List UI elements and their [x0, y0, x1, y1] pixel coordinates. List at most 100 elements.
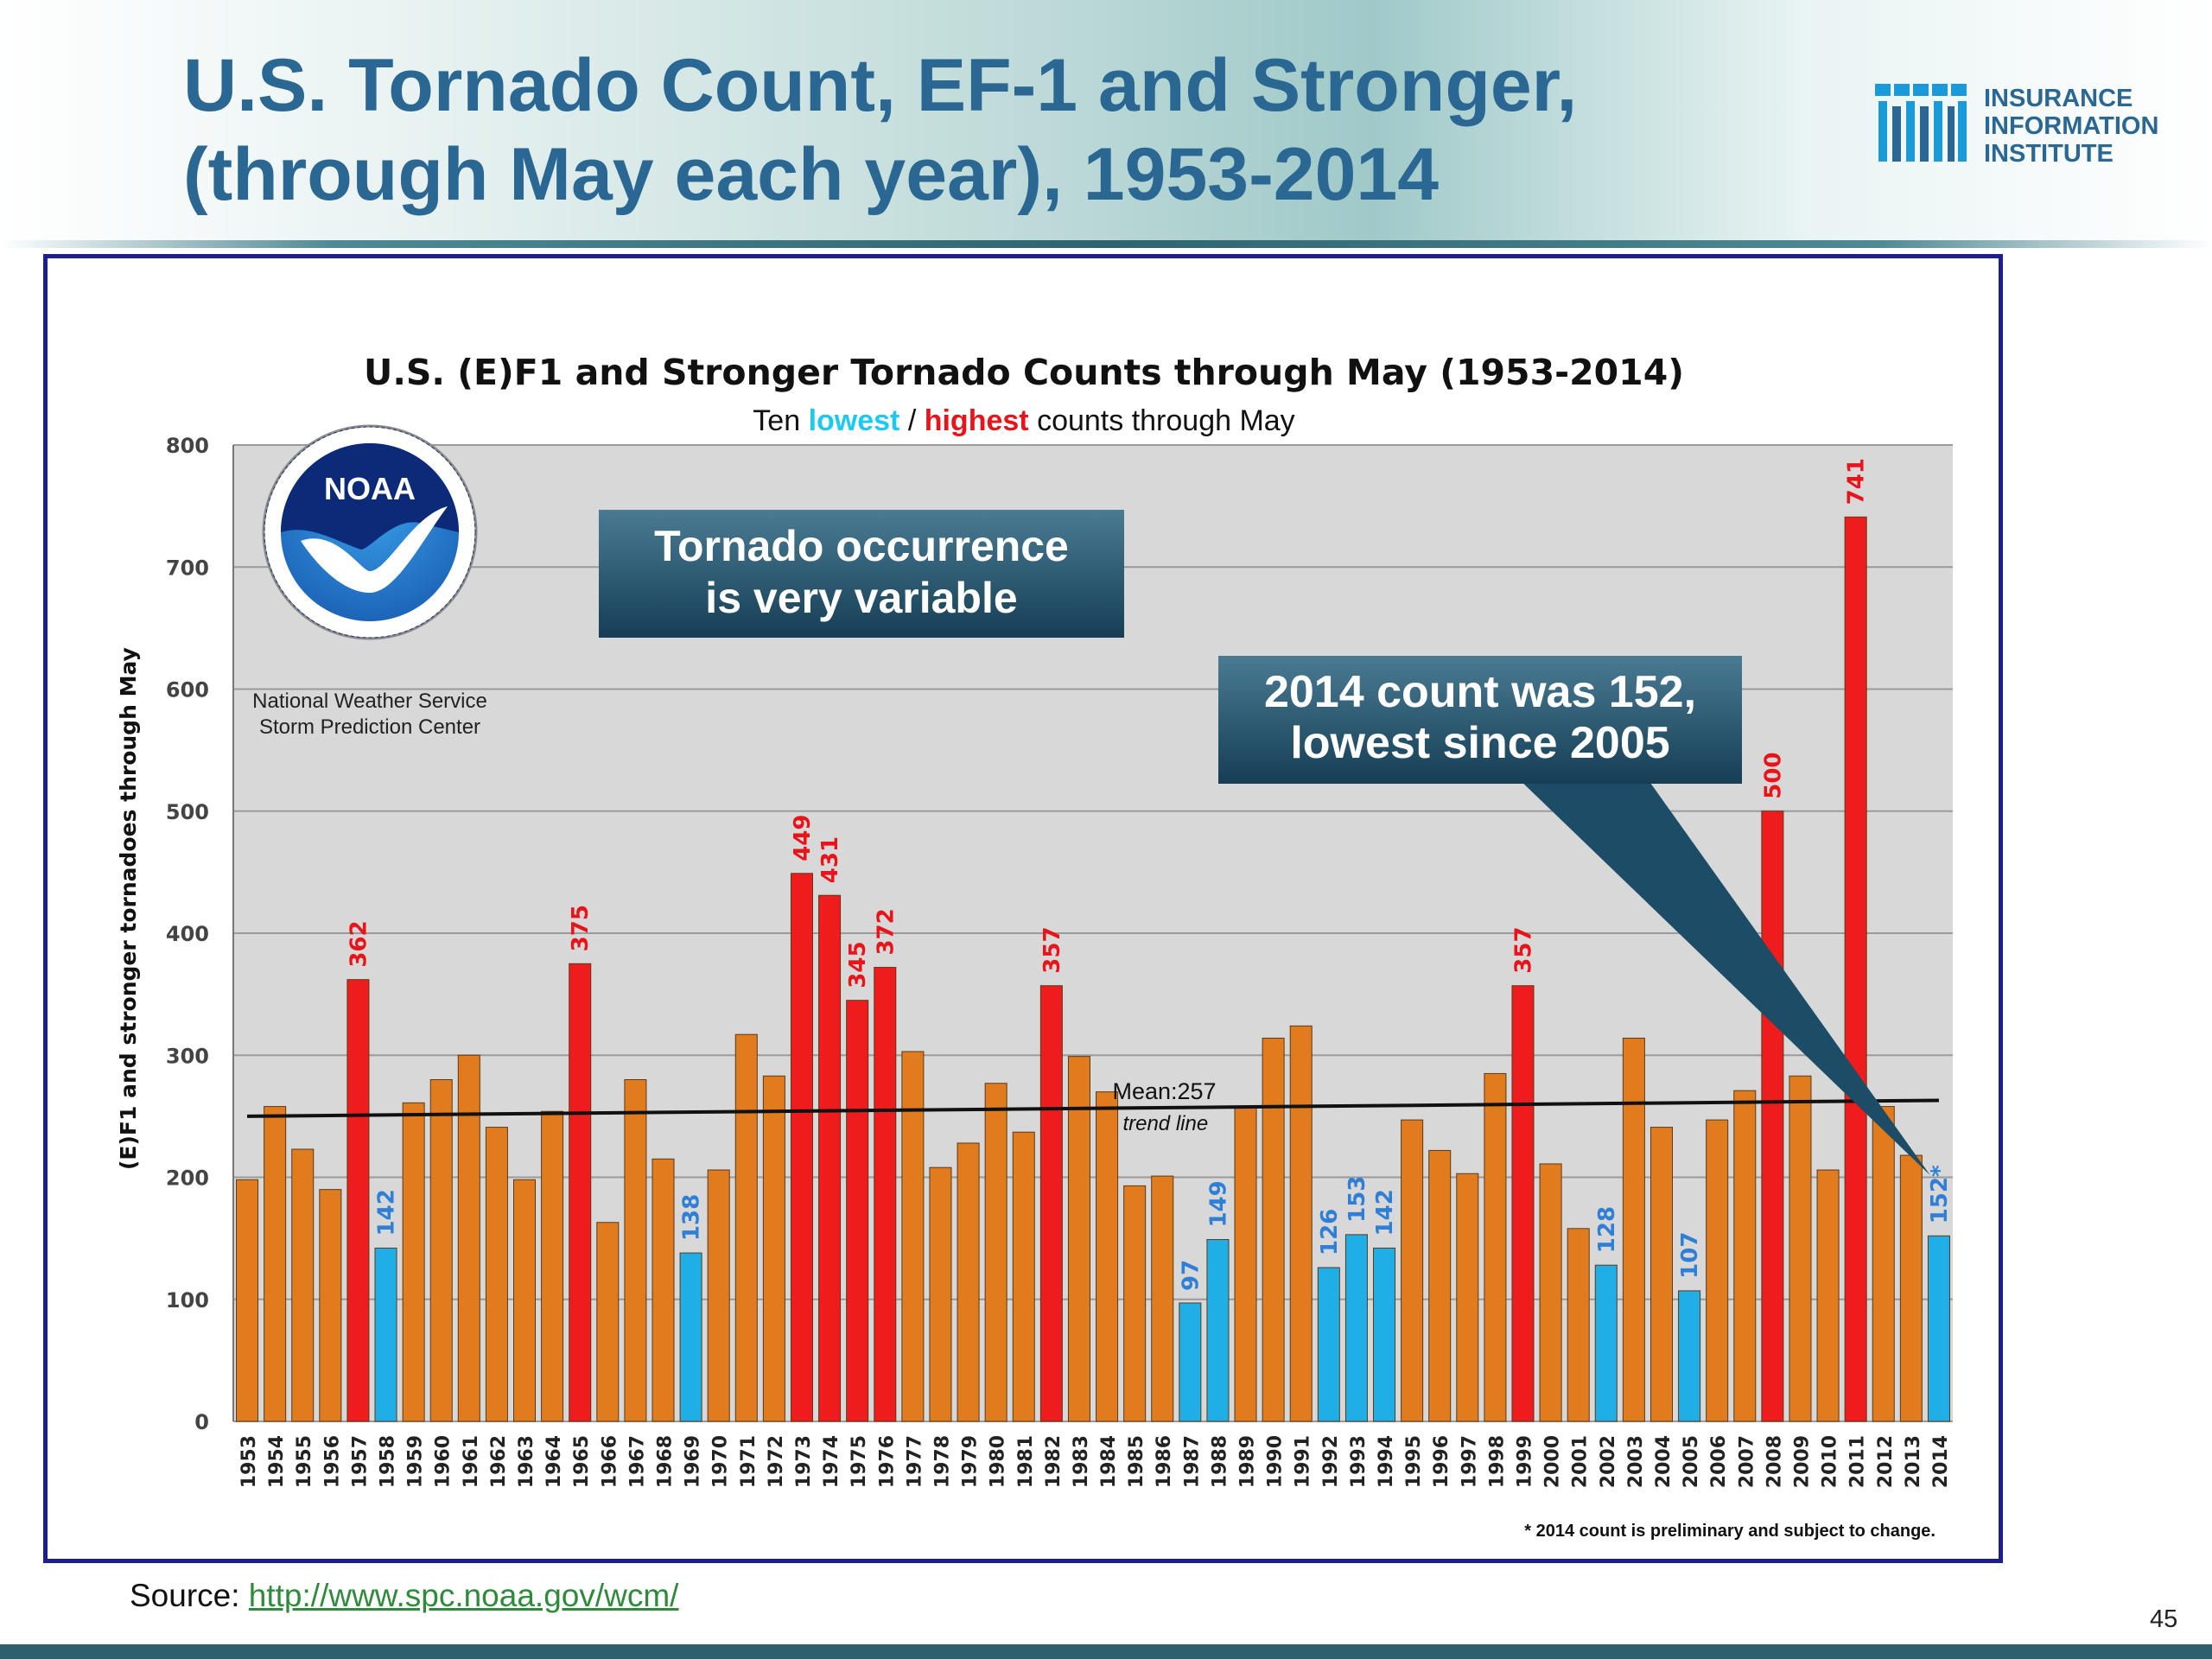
x-tick-label: 1969 — [683, 1435, 704, 1488]
value-label-1973: 449 — [790, 815, 816, 861]
x-tick-label: 1958 — [378, 1435, 399, 1488]
value-label-1957: 362 — [346, 920, 372, 967]
x-tick-label: 1971 — [738, 1435, 760, 1488]
bar-2004 — [1650, 1128, 1672, 1421]
x-tick-label: 2003 — [1625, 1435, 1647, 1488]
y-axis-label: (E)F1 and stronger tornadoes through May — [116, 647, 141, 1170]
x-tick-label: 2005 — [1681, 1435, 1702, 1488]
bar-1991 — [1290, 1026, 1312, 1421]
bar-1998 — [1484, 1073, 1506, 1421]
bar-1977 — [902, 1052, 924, 1421]
bar-1969 — [680, 1253, 702, 1421]
page-number: 45 — [2150, 1605, 2177, 1634]
bar-1964 — [542, 1111, 563, 1421]
bar-1979 — [957, 1143, 979, 1421]
bar-2005 — [1679, 1291, 1700, 1421]
y-tick-label: 800 — [166, 434, 209, 458]
x-tick-label: 1973 — [793, 1435, 815, 1488]
source-line: Source: http://www.spc.noaa.gov/wcm/ — [130, 1578, 678, 1614]
x-tick-label: 1980 — [988, 1435, 1009, 1488]
bar-1968 — [652, 1159, 674, 1421]
x-tick-label: 1968 — [655, 1435, 677, 1488]
bar-1986 — [1152, 1176, 1173, 1421]
iii-logo-text: INSURANCE INFORMATION INSTITUTE — [1984, 85, 2158, 168]
bar-1983 — [1068, 1057, 1090, 1421]
bar-1981 — [1013, 1132, 1034, 1421]
bar-1956 — [320, 1190, 341, 1421]
y-tick-label: 400 — [166, 922, 209, 946]
svg-text:NOAA: NOAA — [324, 471, 416, 506]
trend-label-caption: trend line — [1122, 1112, 1208, 1135]
bar-1973 — [791, 874, 812, 1421]
value-label-1982: 357 — [1039, 926, 1065, 973]
bar-1961 — [458, 1055, 480, 1421]
logo-line: INSURANCE — [1984, 85, 2158, 112]
bar-1993 — [1345, 1235, 1367, 1421]
value-label-1987: 97 — [1178, 1260, 1204, 1291]
value-label-2011: 741 — [1844, 458, 1870, 505]
bar-1972 — [763, 1076, 785, 1421]
x-tick-label: 2011 — [1847, 1435, 1869, 1488]
noaa-line-1: National Weather Service — [252, 690, 487, 713]
x-tick-label: 1995 — [1403, 1435, 1425, 1488]
x-tick-label: 1986 — [1154, 1435, 1175, 1488]
x-tick-label: 1957 — [349, 1435, 371, 1488]
y-tick-label: 300 — [166, 1044, 209, 1068]
value-label-2002: 128 — [1594, 1206, 1620, 1253]
value-label-2008: 500 — [1760, 752, 1786, 798]
bar-2012 — [1872, 1107, 1894, 1421]
value-label-1958: 142 — [374, 1189, 400, 1236]
x-tick-label: 1977 — [904, 1435, 925, 1488]
value-label-2005: 107 — [1677, 1232, 1703, 1279]
bar-2000 — [1540, 1164, 1561, 1421]
chart-title: U.S. (E)F1 and Stronger Tornado Counts t… — [364, 352, 1684, 393]
x-tick-label: 1978 — [931, 1435, 953, 1488]
tornado-bar-chart: 01002003004005006007008001953 1954 1955 195… — [48, 258, 1999, 1559]
y-tick-label: 500 — [166, 800, 209, 824]
x-tick-label: 1976 — [876, 1435, 898, 1488]
bar-1965 — [569, 963, 591, 1421]
bar-1953 — [237, 1179, 258, 1421]
source-label: Source: — [130, 1578, 249, 1613]
logo-line: INSTITUTE — [1984, 140, 2158, 168]
x-tick-label: 1984 — [1098, 1435, 1120, 1488]
bar-2014 — [1928, 1236, 1949, 1421]
x-tick-label: 2008 — [1764, 1435, 1785, 1488]
subtitle-part: Ten — [753, 404, 808, 437]
bar-2010 — [1817, 1170, 1839, 1421]
x-tick-label: 1990 — [1265, 1435, 1287, 1488]
slide-title-line-1: U.S. Tornado Count, EF-1 and Stronger, — [183, 44, 1577, 127]
bar-1974 — [819, 895, 841, 1421]
bar-1962 — [486, 1128, 507, 1421]
x-tick-label: 2010 — [1820, 1435, 1841, 1488]
bar-2008 — [1762, 811, 1783, 1421]
x-tick-label: 2014 — [1930, 1435, 1952, 1488]
value-label-1975: 345 — [845, 941, 871, 988]
value-label-1965: 375 — [568, 905, 594, 951]
source-link[interactable]: http://www.spc.noaa.gov/wcm/ — [249, 1578, 679, 1613]
bar-1990 — [1262, 1038, 1284, 1421]
chart-frame: 0 100 200 300 400 500 600 700 800 1953 1954 1955 195… — [43, 254, 2003, 1563]
x-tick-label: 2009 — [1791, 1435, 1813, 1488]
bar-1987 — [1179, 1303, 1201, 1421]
x-tick-label: 1953 — [238, 1435, 260, 1488]
bar-1976 — [874, 968, 896, 1421]
value-label-1969: 138 — [679, 1194, 705, 1241]
bar-2013 — [1900, 1155, 1922, 1421]
value-label-2014: 152* — [1927, 1165, 1953, 1224]
value-label-1992: 126 — [1317, 1209, 1343, 1255]
chart-subtitle: Ten lowest / highest counts through May — [753, 404, 1294, 437]
bar-1995 — [1402, 1120, 1423, 1421]
value-label-1976: 372 — [873, 908, 899, 955]
subtitle-lowest: lowest — [809, 404, 900, 437]
callout-variable-line-1: Tornado occurrence — [654, 522, 1069, 570]
x-tick-label: 1988 — [1209, 1435, 1230, 1488]
bar-1958 — [375, 1248, 397, 1421]
callout-2014-line-1: 2014 count was 152, — [1264, 667, 1696, 717]
x-tick-label: 1991 — [1293, 1435, 1314, 1488]
bar-1954 — [264, 1107, 286, 1421]
x-tick-label: 1989 — [1237, 1435, 1259, 1488]
bar-2006 — [1707, 1120, 1728, 1421]
bar-1999 — [1512, 986, 1534, 1421]
bar-1967 — [625, 1080, 646, 1422]
